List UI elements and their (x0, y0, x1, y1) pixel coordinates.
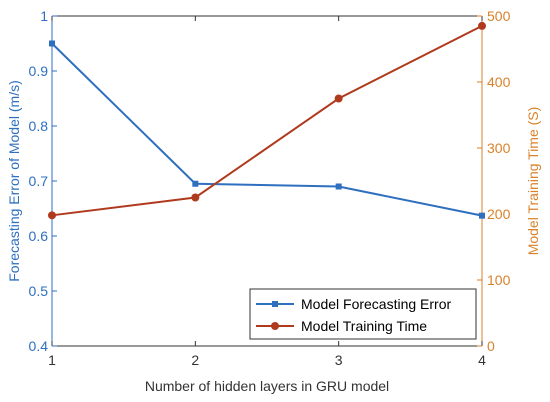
x-tick-label: 1 (48, 352, 56, 368)
series-1-point (48, 211, 56, 220)
series-1-point (478, 21, 486, 30)
left-tick-label: 0.5 (29, 283, 49, 299)
series-1-point (191, 193, 200, 202)
left-tick-label: 1 (40, 8, 48, 24)
series-line-1 (51, 25, 483, 217)
left-tick-label: 0.8 (29, 118, 49, 134)
right-axis-label: Model Training Time (S) (525, 107, 541, 256)
left-tick-label: 0.7 (29, 173, 49, 189)
series-line-0 (51, 42, 483, 217)
left-axis-ticks: 0.4 0.5 0.6 0.7 0.8 0.9 1 (29, 8, 57, 354)
right-tick-label: 400 (487, 74, 511, 90)
series-layer (48, 21, 486, 220)
right-tick-label: 200 (487, 206, 511, 222)
right-tick-label: 500 (487, 8, 511, 24)
legend-marker-0 (272, 301, 278, 307)
x-tick-label: 4 (478, 352, 486, 368)
right-tick-label: 100 (487, 272, 511, 288)
x-axis-ticks: 1 2 3 4 (48, 16, 486, 368)
legend-box (249, 288, 477, 340)
right-axis-ticks: 0 100 200 300 400 500 (477, 8, 511, 354)
x-tick-label: 3 (335, 352, 343, 368)
legend-items: Model Forecasting Error Model Training Ti… (256, 296, 452, 334)
series-1-point (334, 94, 343, 103)
legend-label-1: Model Training Time (301, 318, 427, 334)
right-tick-label: 300 (487, 140, 511, 156)
legend: Model Forecasting Error Model Training Ti… (249, 288, 477, 340)
series-0-point (479, 212, 485, 219)
x-axis-label: Number of hidden layers in GRU model (145, 378, 389, 394)
left-tick-label: 0.9 (29, 63, 49, 79)
left-tick-label: 0.4 (29, 338, 49, 354)
right-tick-label: 0 (487, 338, 495, 354)
series-0-point (335, 183, 342, 190)
left-axis-label: Forecasting Error of Model (m/s) (6, 80, 22, 282)
legend-label-0: Model Forecasting Error (301, 296, 452, 312)
series-0-point (192, 180, 199, 187)
left-tick-label: 0.6 (29, 228, 49, 244)
legend-marker-1 (271, 322, 279, 330)
series-0-point (49, 40, 55, 47)
x-tick-label: 2 (191, 352, 199, 368)
